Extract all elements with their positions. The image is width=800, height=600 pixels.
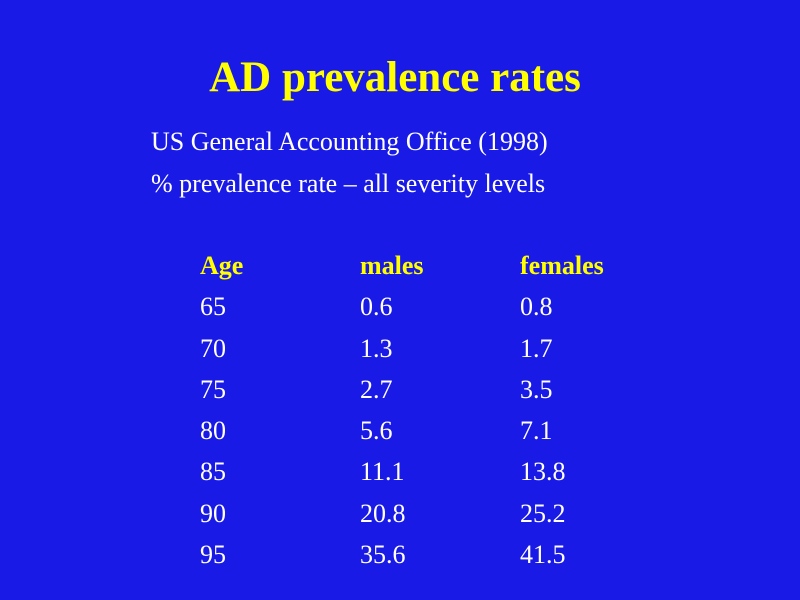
age-cell: 85 — [200, 457, 226, 487]
age-cell: 65 — [200, 292, 226, 322]
females-cell: 3.5 — [520, 374, 553, 404]
table-header-row: Age males females — [200, 250, 660, 291]
males-cell: 1.3 — [360, 333, 393, 363]
measure-line: % prevalence rate – all severity levels — [151, 169, 546, 198]
table-row: 75 2.7 3.5 — [200, 374, 660, 415]
males-cell: 5.6 — [360, 416, 393, 446]
age-cell: 75 — [200, 374, 226, 404]
table-body: 65 0.6 0.8 70 1.3 1.7 75 2.7 3.5 80 5.6 7.1 85 11.1 13… — [200, 291, 660, 580]
header-females: females — [520, 251, 604, 280]
slide-title: AD prevalence rates — [209, 54, 581, 101]
age-cell: 95 — [200, 540, 226, 570]
prevalence-table: Age males females 65 0.6 0.8 70 1.3 1.7 75 2.7 3… — [200, 250, 660, 580]
females-cell: 7.1 — [520, 416, 553, 446]
table-row: 90 20.8 25.2 — [200, 498, 660, 539]
header-age: Age — [200, 251, 244, 280]
age-cell: 70 — [200, 333, 226, 363]
table-row: 85 11.1 13.8 — [200, 456, 660, 497]
males-cell: 35.6 — [360, 540, 406, 570]
table-row: 80 5.6 7.1 — [200, 415, 660, 456]
females-cell: 25.2 — [520, 498, 566, 528]
males-cell: 0.6 — [360, 292, 393, 322]
females-cell: 41.5 — [520, 540, 566, 570]
females-cell: 0.8 — [520, 292, 553, 322]
age-cell: 80 — [200, 416, 226, 446]
source-line: US General Accounting Office (1998) — [151, 127, 548, 156]
table-row: 65 0.6 0.8 — [200, 291, 660, 332]
males-cell: 11.1 — [360, 457, 405, 487]
header-males: males — [360, 251, 424, 280]
age-cell: 90 — [200, 498, 226, 528]
males-cell: 2.7 — [360, 374, 393, 404]
table-row: 70 1.3 1.7 — [200, 333, 660, 374]
females-cell: 13.8 — [520, 457, 566, 487]
table-row: 95 35.6 41.5 — [200, 539, 660, 580]
males-cell: 20.8 — [360, 498, 406, 528]
females-cell: 1.7 — [520, 333, 553, 363]
